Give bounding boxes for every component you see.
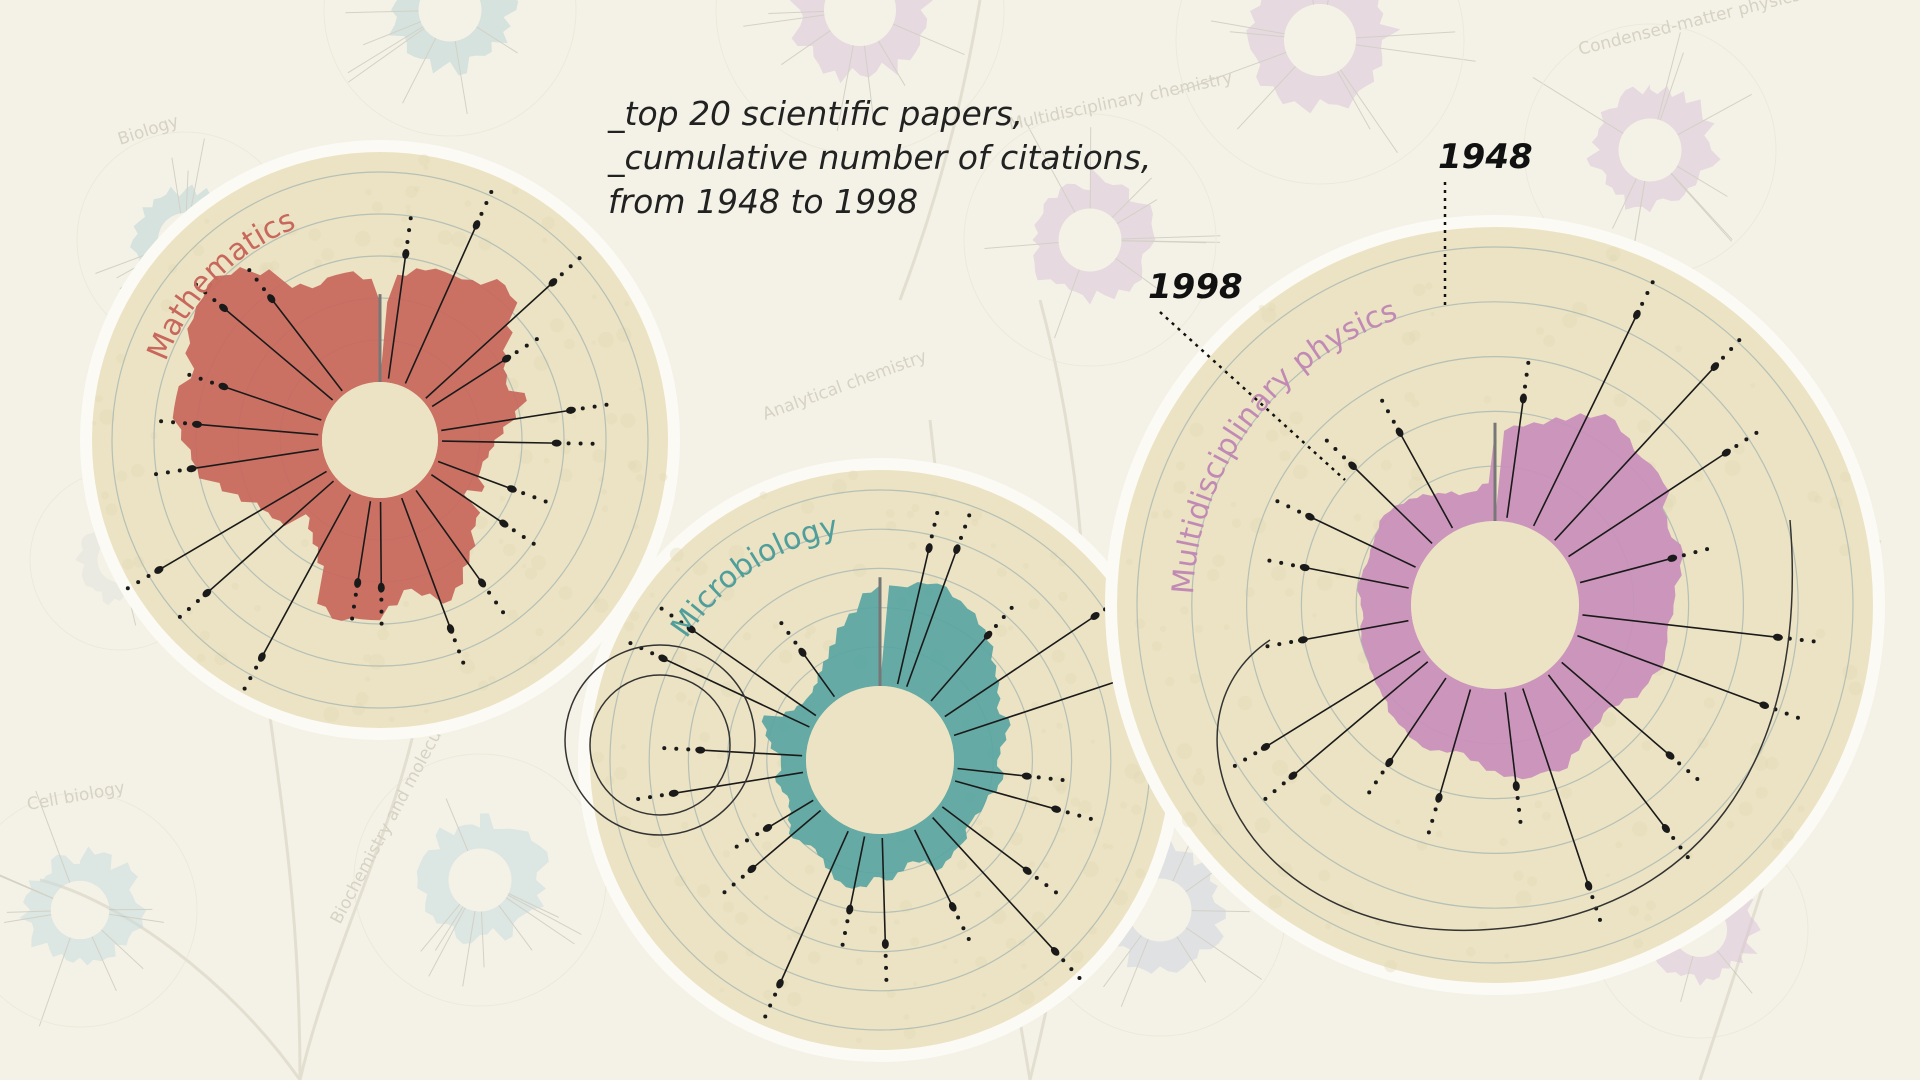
paper-6 [1582,614,1816,644]
paper-5 [441,402,609,432]
paper-9 [1547,674,1690,860]
paper-18 [1275,499,1416,568]
paper-16 [154,448,319,477]
paper-6 [441,439,595,447]
paper-8 [941,806,1058,895]
ghost-flower-7 [353,753,607,1007]
paper-15 [734,799,814,849]
guide-ring-4 [648,528,1112,992]
paper-1 [896,511,940,685]
paper-19 [659,606,817,717]
disc-microbiology [564,458,1182,1062]
year-label-1948: 1948 [1438,137,1533,177]
paper-14 [177,480,335,619]
paper-3 [1554,338,1742,541]
ghost-stem-6 [898,0,982,301]
guide-ring-5 [111,171,649,709]
paper-7 [954,780,1093,821]
disc-mathematics [80,140,680,740]
paper-3 [930,605,1014,702]
leader-1998 [1159,311,1346,481]
guide-ring-4 [1191,301,1799,909]
center-hole [322,382,438,498]
paper-1 [1506,360,1531,518]
paper-18 [628,641,810,728]
paper-7 [437,460,548,504]
caption-line-2: _cumulative number of citations, [608,138,1152,177]
ghost-flower-4 [963,113,1221,367]
paper-2 [905,513,972,687]
guide-ring-2 [1300,410,1690,800]
paper-20 [779,621,836,698]
ghost-flower-0 [323,0,577,137]
paper-12 [350,501,372,621]
loop-arc-outer [564,644,756,836]
paper-4 [431,337,539,408]
caption-line-1: _top 20 scientific papers, [608,94,1023,133]
paper-9 [415,489,506,615]
paper-9 [932,817,1082,980]
paper-8 [1561,661,1700,781]
chart-caption: _top 20 scientific papers, _cumulative n… [608,92,1151,224]
paper-14 [1263,661,1429,801]
paper-20 [247,268,343,392]
guide-ring-3 [687,567,1073,953]
paper-3 [425,256,582,399]
guide-ring-4 [153,213,607,667]
year-label-1998: 1998 [1148,267,1243,307]
center-hole [1411,521,1579,689]
paper-2 [1532,280,1655,527]
paper-20 [1380,398,1454,529]
paper-6 [957,767,1065,783]
paper-15 [1232,650,1421,768]
connector-arc [1216,519,1794,931]
paper-1 [387,216,413,379]
citation-area [172,267,527,621]
caption-line-3: from 1948 to 1998 [608,182,919,221]
ghost-stem-1 [298,699,422,1080]
paper-14 [722,809,822,895]
paper-5 [1579,547,1710,584]
ghost-stem-2 [39,878,302,1080]
paper-17 [662,746,803,757]
paper-16 [636,771,804,802]
paper-16 [1265,619,1409,649]
paper-11 [1504,692,1523,824]
disc-multidisciplinary-physics [1105,215,1885,995]
paper-17 [1267,558,1409,589]
paper-13 [1367,677,1447,795]
paper-19 [194,282,334,401]
paper-11 [881,837,889,982]
guide-ring-3 [1245,356,1744,854]
paper-15 [125,470,327,591]
paper-2 [404,190,494,384]
paper-18 [187,372,322,421]
guide-ring-5 [1136,246,1854,964]
ghost-flower-1 [715,0,1005,155]
paper-17 [159,419,319,436]
paper-12 [1426,689,1472,835]
ghost-flower-6 [0,790,198,1028]
paper-12 [840,836,866,947]
paper-10 [400,497,466,665]
center-hole [806,686,954,834]
loop-arc-inner [589,674,731,816]
paper-19 [1324,438,1433,545]
paper-8 [430,474,536,546]
paper-7 [1577,634,1800,720]
paper-13 [242,494,352,691]
paper-10 [913,829,971,942]
ghost-flower-2 [1175,0,1476,185]
paper-13 [763,830,849,1019]
paper-4 [1568,430,1759,558]
paper-11 [377,501,385,626]
